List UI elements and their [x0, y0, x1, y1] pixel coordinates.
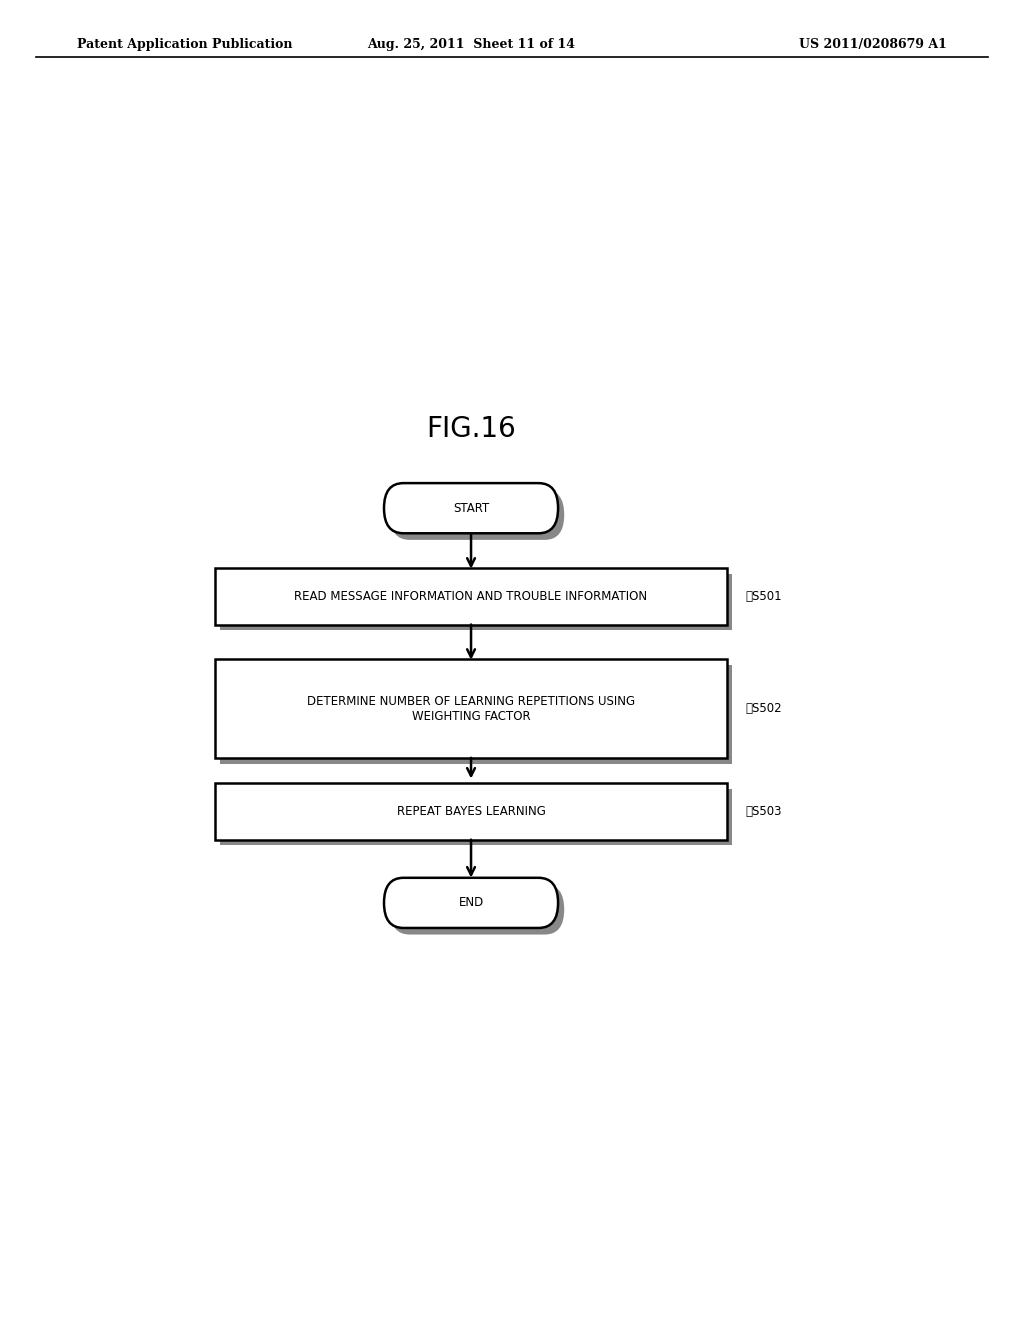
Bar [220, 573, 732, 630]
Bar [215, 568, 727, 624]
Text: US 2011/0208679 A1: US 2011/0208679 A1 [800, 38, 947, 51]
Text: Patent Application Publication: Patent Application Publication [77, 38, 292, 51]
FancyBboxPatch shape [390, 884, 564, 935]
Text: 〜S501: 〜S501 [745, 590, 782, 603]
FancyBboxPatch shape [384, 483, 558, 533]
Text: DETERMINE NUMBER OF LEARNING REPETITIONS USING
WEIGHTING FACTOR: DETERMINE NUMBER OF LEARNING REPETITIONS… [307, 694, 635, 723]
Bar [220, 789, 732, 846]
Text: START: START [453, 502, 489, 515]
Text: Aug. 25, 2011  Sheet 11 of 14: Aug. 25, 2011 Sheet 11 of 14 [367, 38, 575, 51]
FancyBboxPatch shape [390, 490, 564, 540]
Text: REPEAT BAYES LEARNING: REPEAT BAYES LEARNING [396, 805, 546, 818]
Bar [215, 784, 727, 841]
Text: END: END [459, 896, 483, 909]
Text: READ MESSAGE INFORMATION AND TROUBLE INFORMATION: READ MESSAGE INFORMATION AND TROUBLE INF… [295, 590, 647, 603]
Text: 〜S502: 〜S502 [745, 702, 782, 715]
FancyBboxPatch shape [384, 878, 558, 928]
Text: FIG.16: FIG.16 [426, 414, 516, 444]
Bar [220, 664, 732, 763]
Bar [215, 659, 727, 758]
Text: 〜S503: 〜S503 [745, 805, 782, 818]
